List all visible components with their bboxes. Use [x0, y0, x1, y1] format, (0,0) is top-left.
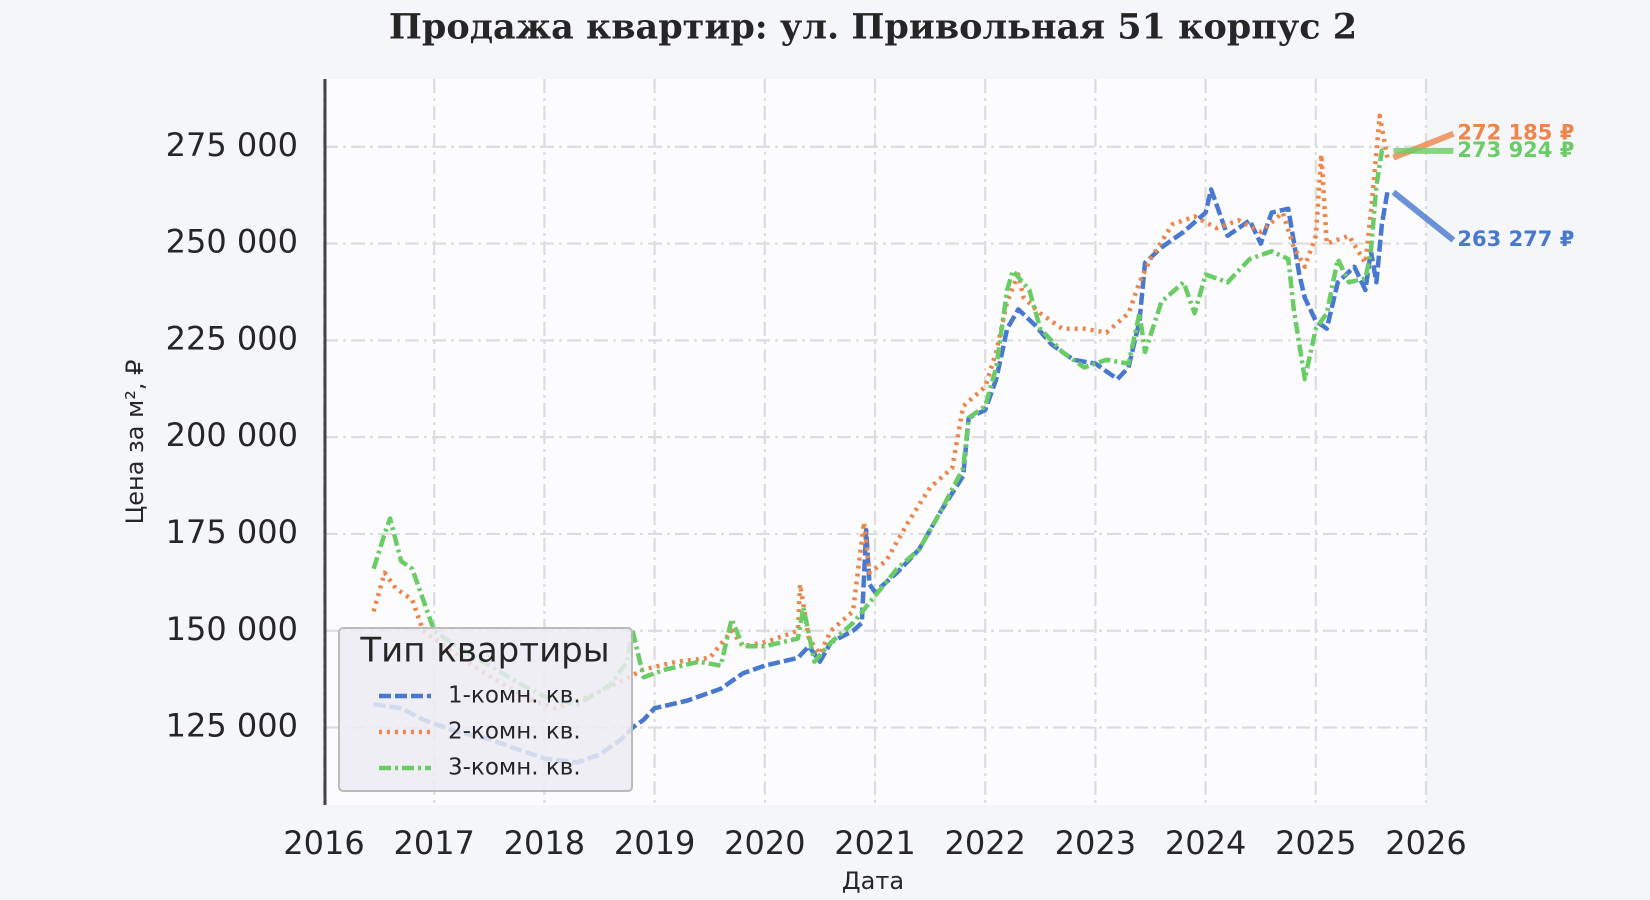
- y-tick-label: 275 000: [166, 126, 298, 164]
- y-tick-label: 225 000: [166, 319, 298, 357]
- x-tick-label: 2019: [614, 824, 695, 862]
- x-tick-label: 2017: [393, 824, 474, 862]
- y-tick-label: 150 000: [166, 610, 298, 648]
- y-tick-label: 125 000: [166, 707, 298, 745]
- end-label: 263 277 ₽: [1457, 227, 1574, 251]
- x-tick-label: 2020: [724, 824, 805, 862]
- x-tick-label: 2024: [1165, 824, 1246, 862]
- end-label: 273 924 ₽: [1457, 138, 1574, 162]
- annotation-arrow: [1391, 189, 1456, 243]
- series-line: [371, 148, 1388, 707]
- y-tick-label: 200 000: [166, 416, 298, 454]
- legend-label: 3-комн. кв.: [448, 755, 581, 781]
- legend: Тип квартиры 1-комн. кв. 2-комн. кв. 3-комн…: [338, 627, 633, 792]
- legend-label: 2-комн. кв.: [448, 719, 581, 745]
- x-tick-label: 2022: [944, 824, 1025, 862]
- x-axis-label: Дата: [842, 867, 904, 895]
- chart-title: Продажа квартир: ул. Привольная 51 корпу…: [389, 7, 1357, 48]
- y-tick-label: 250 000: [166, 223, 298, 261]
- x-tick-label: 2018: [504, 824, 585, 862]
- y-axis-label: Цена за м², ₽: [121, 360, 149, 525]
- x-tick-label: 2023: [1055, 824, 1136, 862]
- x-tick-label: 2025: [1275, 824, 1356, 862]
- x-tick-label: 2016: [283, 824, 364, 862]
- x-tick-label: 2021: [834, 824, 915, 862]
- y-tick-label: 175 000: [166, 513, 298, 551]
- legend-label: 1-комн. кв.: [448, 683, 581, 709]
- legend-title: Тип квартиры: [359, 631, 609, 671]
- end-label: 272 185 ₽: [1457, 121, 1574, 145]
- x-tick-label: 2026: [1385, 824, 1466, 862]
- legend-box: [338, 627, 633, 792]
